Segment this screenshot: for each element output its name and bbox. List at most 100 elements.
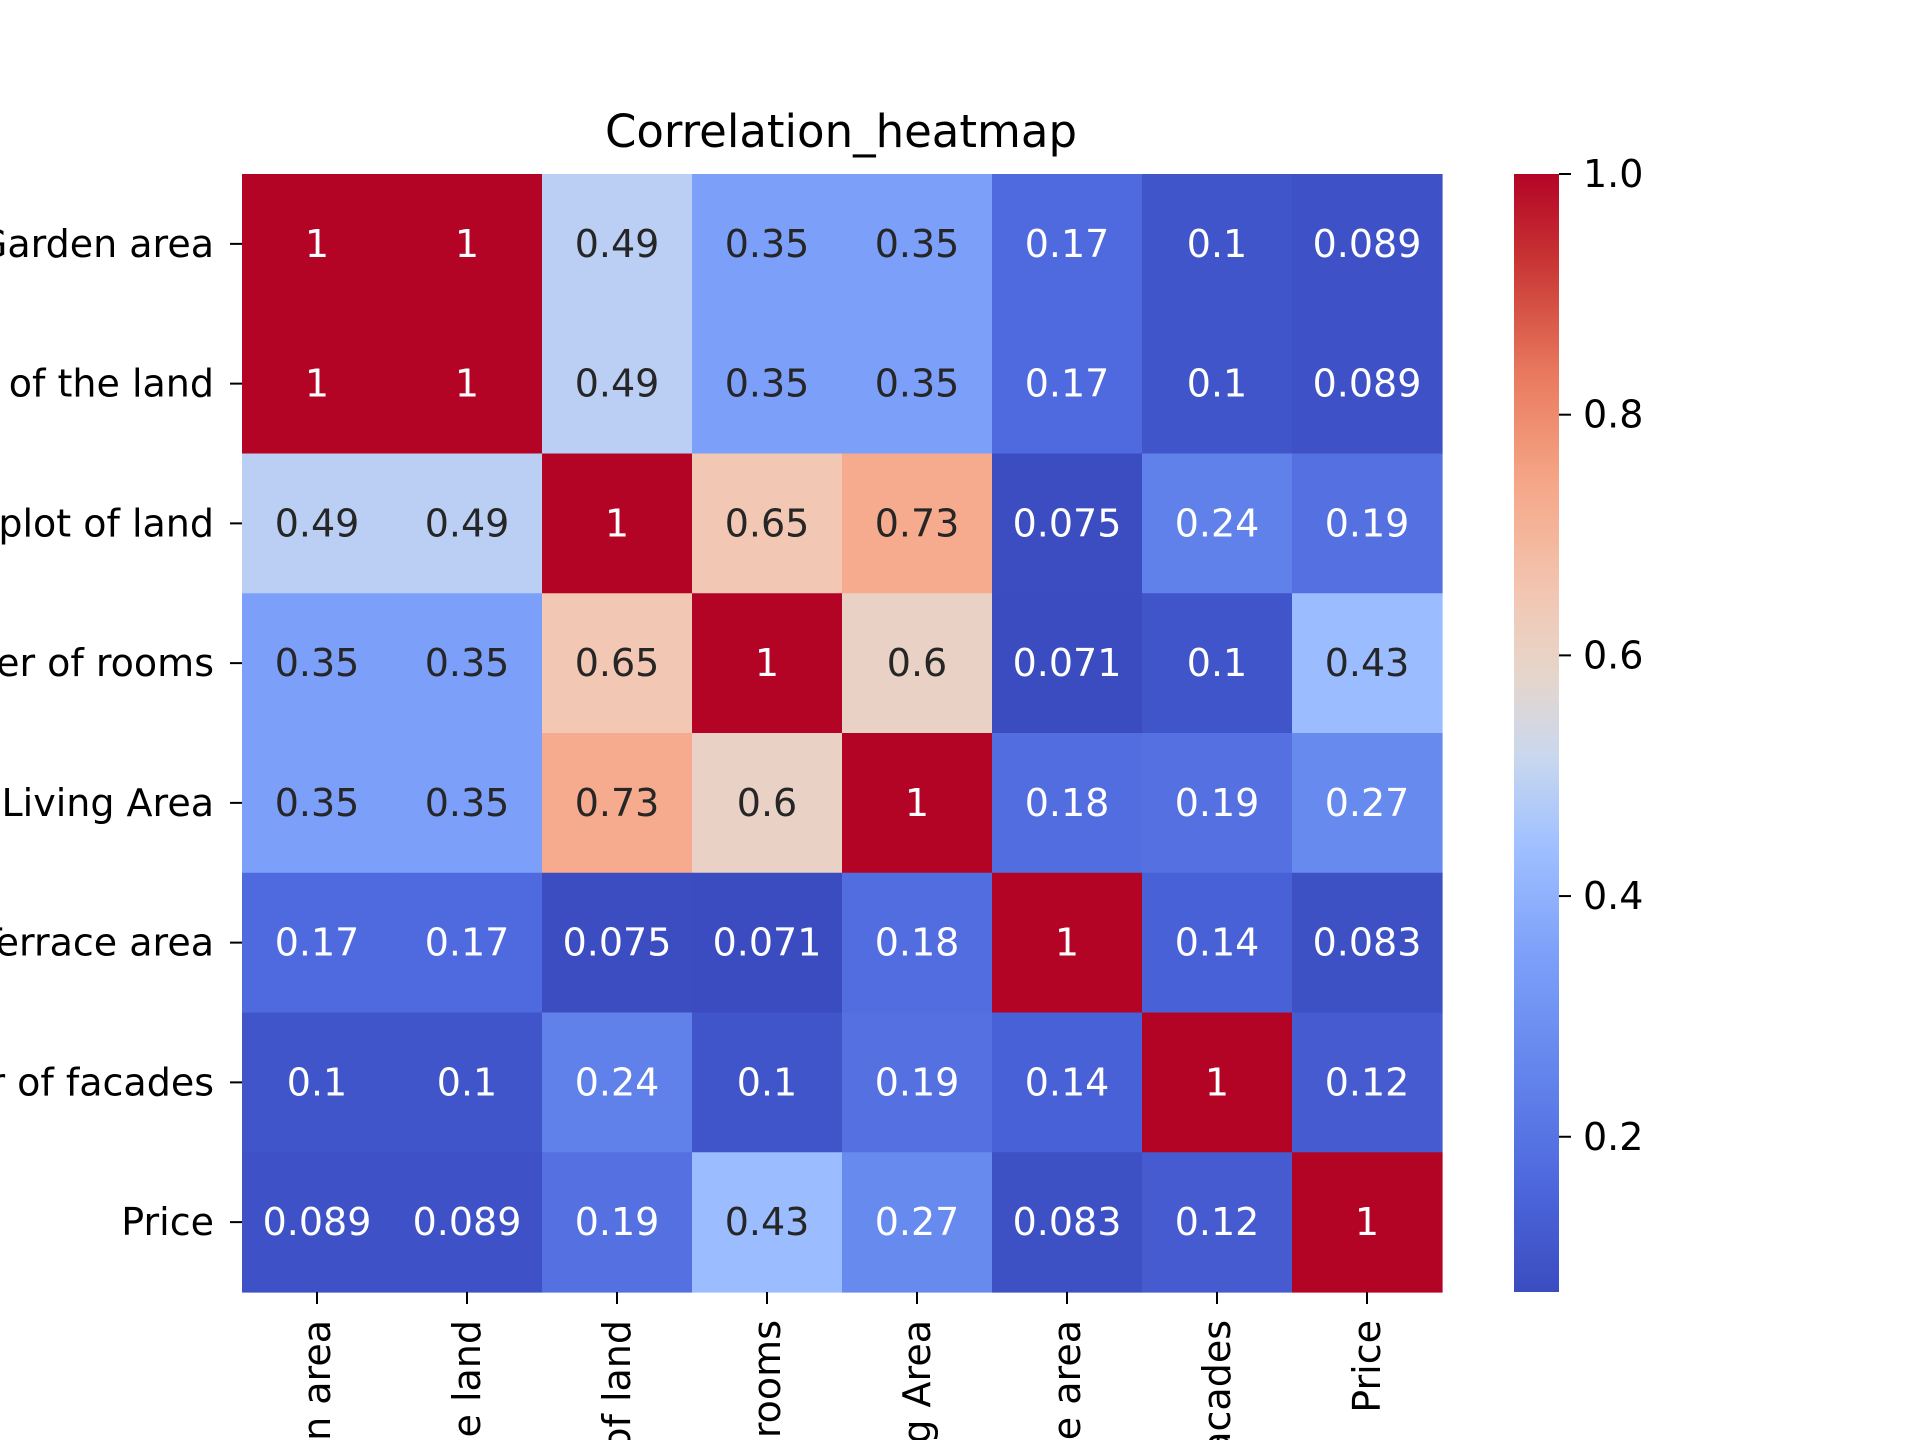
heatmap-cell [242, 453, 393, 594]
heatmap-cell [992, 733, 1143, 874]
colorbar-tick-label: 1.0 [1583, 152, 1643, 196]
heatmap-cell [692, 1152, 843, 1293]
cell-value-label: 0.19 [1175, 781, 1260, 825]
heatmap-cell [842, 174, 993, 315]
heatmap-cell [692, 872, 843, 1014]
heatmap-cell [1292, 174, 1443, 315]
cell-value-label: 0.12 [1325, 1060, 1410, 1104]
column-tick-label: Price [1345, 1320, 1389, 1413]
cell-value-label: 0.075 [1013, 501, 1122, 545]
cell-value-label: 0.17 [1025, 222, 1110, 266]
cell-value-label: 0.35 [275, 781, 360, 825]
heatmap-cell [1142, 313, 1293, 455]
colorbar-tick-label: 0.4 [1583, 874, 1643, 918]
heatmap-cell [1292, 872, 1443, 1014]
heatmap-cell [1142, 593, 1293, 734]
heatmap-cell [542, 313, 693, 455]
colorbar: 0.2 0.4 0.6 0.8 1.0 [1514, 152, 1643, 1292]
row-tick-label: Garden area [0, 222, 214, 266]
row-tick-label: Surface of the plot of land [0, 501, 214, 545]
heatmap-cell [1292, 1012, 1443, 1153]
column-tick-label: Number of rooms [745, 1320, 789, 1440]
heatmap-cell [542, 1012, 693, 1153]
cell-value-label: 0.18 [1025, 781, 1110, 825]
cell-value-label: 0.1 [737, 1060, 797, 1104]
cell-value-label: 0.089 [1313, 362, 1422, 406]
colorbar-tick-label: 0.6 [1583, 633, 1643, 677]
cell-value-label: 0.49 [275, 501, 360, 545]
cell-value-label: 0.083 [1313, 921, 1422, 965]
heatmap-cell [692, 174, 843, 315]
cell-value-label: 0.19 [1325, 501, 1410, 545]
heatmap-cell [392, 872, 543, 1014]
row-axis: Garden area Surface of the land Surface of… [0, 222, 242, 1244]
cell-value-label: 0.35 [425, 641, 510, 685]
heatmap-cell [842, 1012, 993, 1153]
heatmap-cell [1292, 593, 1443, 734]
heatmap-cell [992, 1152, 1143, 1293]
row-tick-label: Price [121, 1200, 214, 1244]
cell-value-label: 0.17 [275, 921, 360, 965]
cell-value-label: 0.18 [875, 921, 960, 965]
heatmap-cell [392, 1152, 543, 1293]
cell-value-label: 1 [755, 641, 779, 685]
heatmap-cell [1142, 1152, 1293, 1293]
cell-value-label: 0.19 [575, 1200, 660, 1244]
column-tick-label: Living Area [895, 1320, 939, 1440]
heatmap-cell [542, 453, 693, 594]
heatmap-cell [992, 174, 1143, 315]
cell-value-label: 0.071 [713, 921, 822, 965]
chart-title: Correlation_heatmap [605, 105, 1077, 158]
column-tick-label: Surface of the plot of land [595, 1320, 639, 1440]
cell-value-label: 0.35 [725, 362, 810, 406]
cell-value-label: 0.1 [437, 1060, 497, 1104]
heatmap-cell [392, 453, 543, 594]
heatmap-cell [842, 733, 993, 874]
cell-value-label: 0.089 [1313, 222, 1422, 266]
heatmap-cell [842, 313, 993, 455]
cell-value-label: 0.35 [875, 222, 960, 266]
heatmap-cell [1142, 733, 1293, 874]
heatmap-cell [992, 1012, 1143, 1153]
cell-value-label: 0.49 [575, 222, 660, 266]
cell-value-label: 0.35 [875, 362, 960, 406]
cell-value-label: 1 [605, 501, 629, 545]
cell-value-label: 1 [305, 362, 329, 406]
cell-value-label: 0.071 [1013, 641, 1122, 685]
cell-value-label: 0.35 [425, 781, 510, 825]
cell-value-label: 0.73 [875, 501, 960, 545]
heatmap-cell [692, 1012, 843, 1153]
heatmap-cell [542, 1152, 693, 1293]
cell-value-label: 0.27 [1325, 781, 1410, 825]
heatmap-cell [392, 174, 543, 315]
colorbar-tick-label: 0.2 [1583, 1115, 1643, 1159]
cell-value-label: 0.12 [1175, 1200, 1260, 1244]
cell-value-label: 0.083 [1013, 1200, 1122, 1244]
cell-value-label: 0.6 [737, 781, 797, 825]
cell-value-label: 0.089 [263, 1200, 372, 1244]
heatmap-cell [842, 453, 993, 594]
heatmap-cell [392, 733, 543, 874]
heatmap-cell [242, 1152, 393, 1293]
heatmap-cells: 1 1 0.49 0.35 0.35 0.17 0.1 0.089 1 1 0.49 0.35 0.35… [242, 174, 1443, 1293]
heatmap-cell [992, 872, 1143, 1014]
cell-value-label: 1 [305, 222, 329, 266]
heatmap-cell [992, 593, 1143, 734]
heatmap-cell [842, 1152, 993, 1293]
heatmap-cell [242, 1012, 393, 1153]
colorbar-tick-label: 0.8 [1583, 393, 1643, 437]
column-tick-label: Terrace area [1045, 1320, 1089, 1440]
heatmap-cell [1292, 733, 1443, 874]
cell-value-label: 0.43 [1325, 641, 1410, 685]
cell-value-label: 1 [1055, 921, 1079, 965]
cell-value-label: 0.24 [1175, 501, 1260, 545]
heatmap-cell [1292, 453, 1443, 594]
heatmap-cell [692, 313, 843, 455]
heatmap-cell [1292, 313, 1443, 455]
cell-value-label: 0.35 [725, 222, 810, 266]
row-tick-label: Living Area [1, 781, 214, 825]
column-tick-label: Garden area [295, 1320, 339, 1440]
column-tick-label: Number of facades [1195, 1320, 1239, 1440]
heatmap-cell [542, 872, 693, 1014]
